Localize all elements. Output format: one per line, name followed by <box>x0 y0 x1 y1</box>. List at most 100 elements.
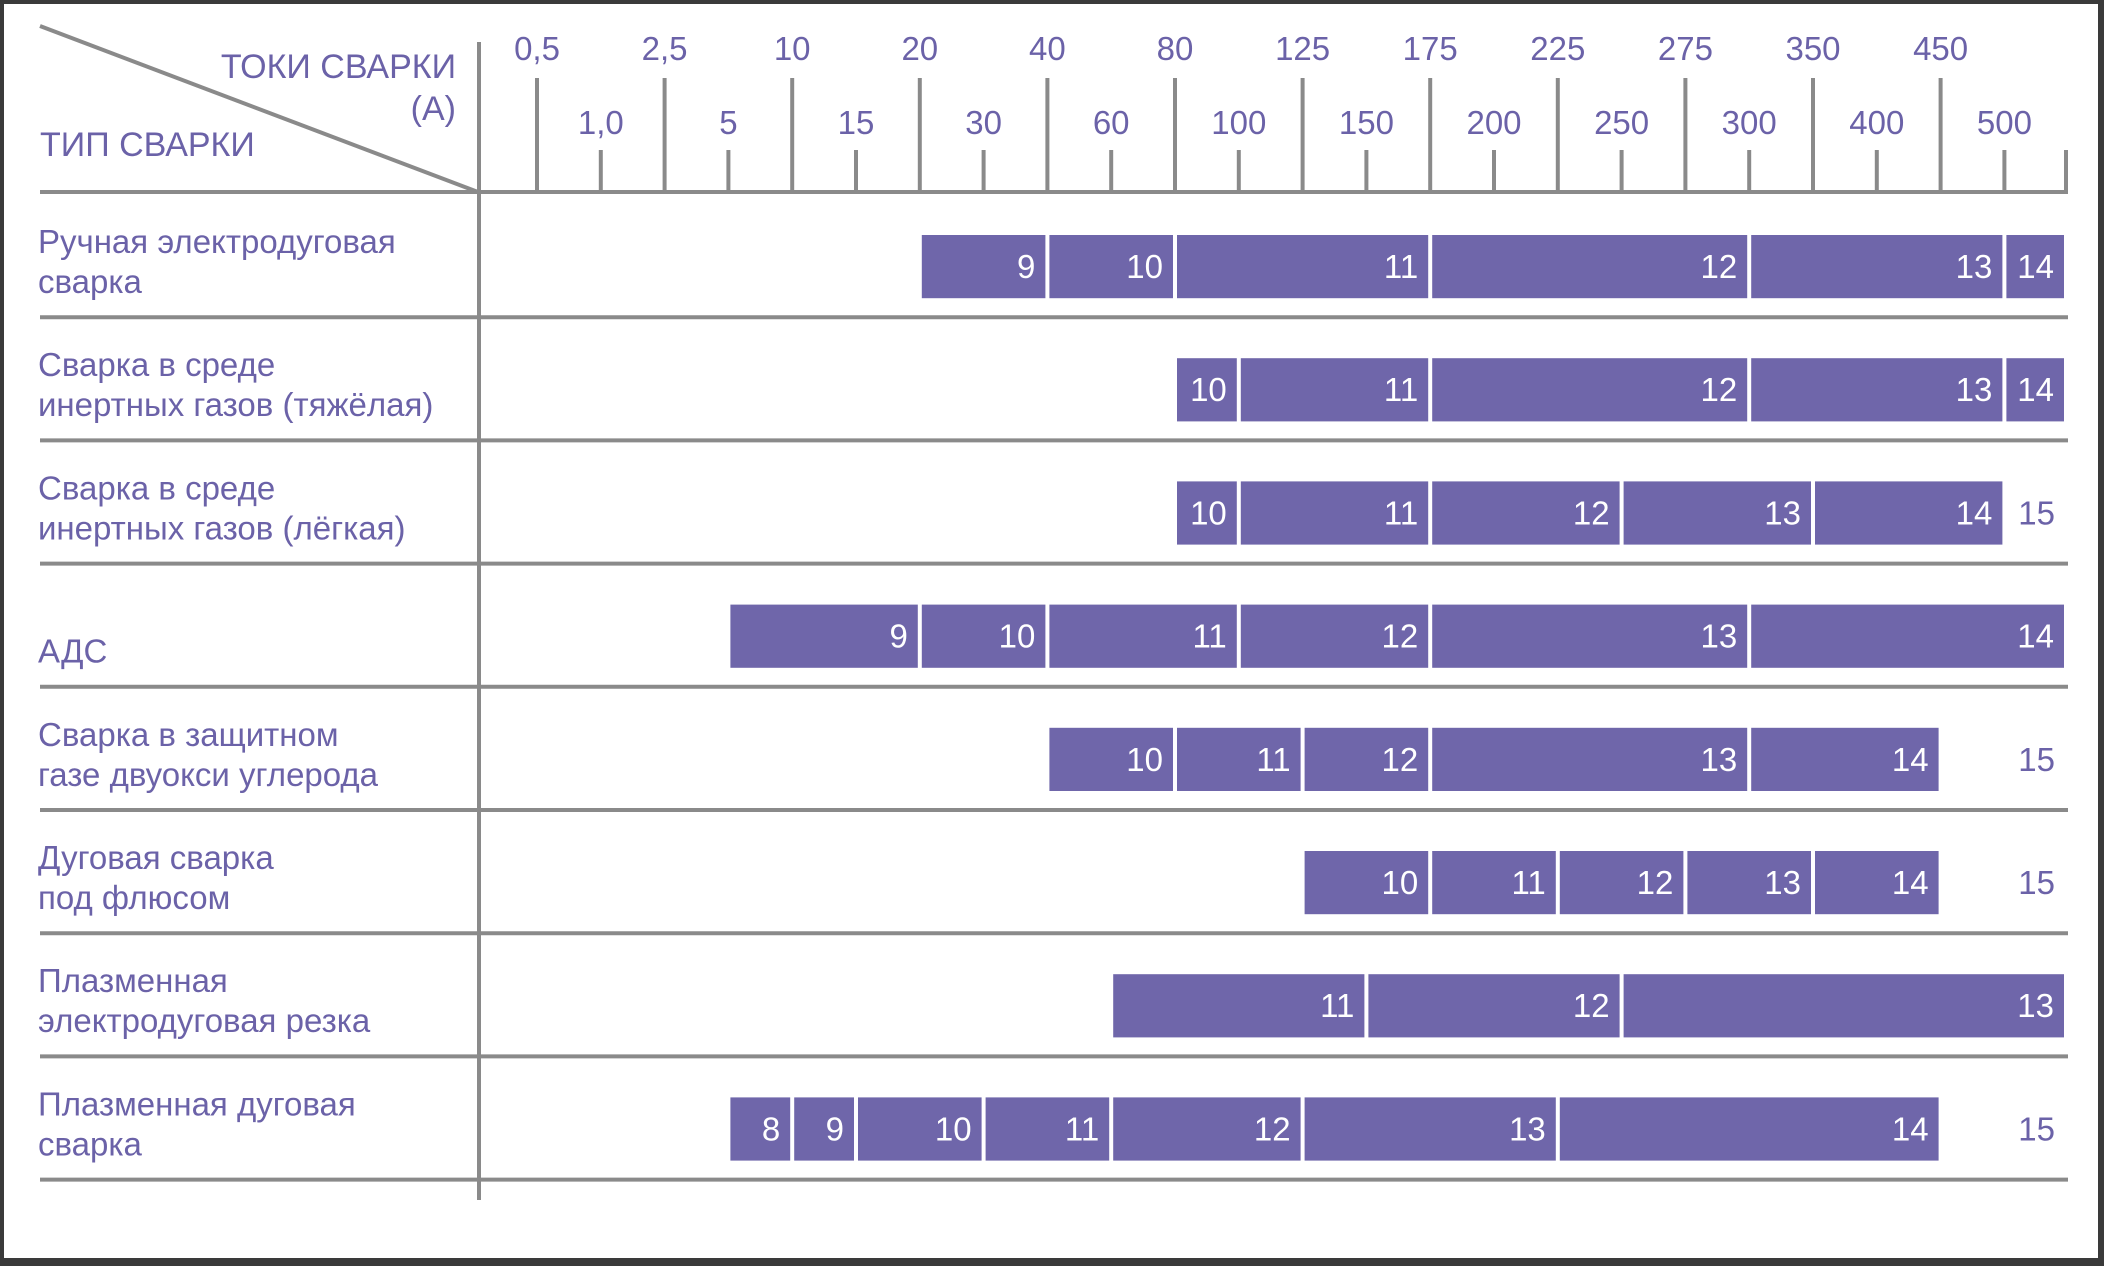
tick-label: 2,5 <box>642 30 688 67</box>
tick-label: 250 <box>1594 104 1649 141</box>
tick-label: 275 <box>1658 30 1713 67</box>
bar-segment <box>1751 235 2003 299</box>
segment-label: 13 <box>2017 987 2054 1024</box>
segment-label: 9 <box>889 618 907 655</box>
bar-segment <box>1432 604 1748 668</box>
row-label: АДС <box>38 633 107 670</box>
bar-segment <box>1432 727 1748 791</box>
bar-segment <box>1177 235 1429 299</box>
bar-segment <box>730 1097 791 1161</box>
segment-label: 14 <box>1892 1110 1929 1147</box>
segment-label: 10 <box>1190 494 1227 531</box>
bar-segment <box>1432 235 1748 299</box>
segment-label: 12 <box>1700 371 1737 408</box>
bar-segment <box>1240 481 1429 545</box>
row-label: газе двуокси углерода <box>38 756 379 793</box>
segment-label: 12 <box>1381 741 1418 778</box>
bar-segment <box>1304 727 1429 791</box>
tick-label: 200 <box>1466 104 1521 141</box>
segment-label: 11 <box>1384 248 1418 285</box>
row-label: сварка <box>38 263 143 300</box>
currents-label-line2: (А) <box>411 90 456 128</box>
tick-label: 175 <box>1403 30 1458 67</box>
tick-label: 60 <box>1093 104 1130 141</box>
bar-segment <box>1751 727 1939 791</box>
segment-label: 9 <box>1017 248 1035 285</box>
type-label: ТИП СВАРКИ <box>40 126 255 164</box>
segment-label: 11 <box>1065 1110 1099 1147</box>
tick-label: 1,0 <box>578 104 624 141</box>
bar-segment <box>2006 358 2064 422</box>
bar-segment <box>1559 1097 1939 1161</box>
segment-label: 11 <box>1320 987 1354 1024</box>
row-label: инертных газов (тяжёлая) <box>38 386 433 423</box>
bar-segment <box>1623 481 1811 545</box>
segment-label: 10 <box>1126 248 1163 285</box>
segment-label: 13 <box>1764 864 1801 901</box>
segment-label: 14 <box>1892 741 1929 778</box>
bar-segment <box>1113 1097 1301 1161</box>
segment-label: 12 <box>1700 248 1737 285</box>
segment-label: 12 <box>1573 494 1610 531</box>
segment-label: 13 <box>1700 618 1737 655</box>
bar-segment <box>1815 481 2003 545</box>
tick-label: 125 <box>1275 30 1330 67</box>
outside-value-label: 15 <box>2018 494 2055 531</box>
bar-segment <box>1049 604 1237 668</box>
bar-segment <box>1432 851 1556 915</box>
segment-label: 11 <box>1512 864 1546 901</box>
bar-segment <box>921 604 1046 668</box>
outside-value-label: 15 <box>2018 741 2055 778</box>
bar-segment <box>1815 851 1939 915</box>
bar-segment <box>794 1097 854 1161</box>
row-label: Плазменная <box>38 962 228 999</box>
bar-segment <box>2006 235 2064 299</box>
bar-segment <box>858 1097 982 1161</box>
row-label: Ручная электродуговая <box>38 223 396 260</box>
bar-segment <box>1113 974 1365 1038</box>
tick-label: 350 <box>1785 30 1840 67</box>
segment-label: 13 <box>1956 248 1993 285</box>
row-label: сварка <box>38 1125 143 1162</box>
row-label: электродуговая резка <box>38 1002 371 1039</box>
tick-label: 225 <box>1530 30 1585 67</box>
tick-label: 150 <box>1339 104 1394 141</box>
bar-segment <box>1304 1097 1556 1161</box>
segment-label: 10 <box>1381 864 1418 901</box>
bar-segment <box>1432 481 1620 545</box>
bar-segment <box>1559 851 1684 915</box>
segment-label: 14 <box>1956 494 1993 531</box>
bar-segment <box>1177 727 1301 791</box>
bar-segment <box>1304 851 1429 915</box>
row-label: Сварка в среде <box>38 346 275 383</box>
bar-segment <box>1623 974 2064 1038</box>
row: АДС 9 10 11 12 13 14 <box>38 604 2068 689</box>
tick-label: 80 <box>1157 30 1194 67</box>
bar-segment <box>1049 235 1173 299</box>
segment-label: 12 <box>1637 864 1674 901</box>
bar-segment <box>730 604 918 668</box>
tick-label: 5 <box>719 104 737 141</box>
tick-label: 20 <box>901 30 938 67</box>
tick-label: 500 <box>1977 104 2032 141</box>
segment-label: 12 <box>1573 987 1610 1024</box>
bar-segment <box>1177 358 1237 422</box>
segment-label: 10 <box>935 1110 972 1147</box>
header-diagonal <box>39 24 479 194</box>
outside-value-label: 15 <box>2018 864 2055 901</box>
tick-label: 15 <box>838 104 875 141</box>
bar-segment <box>1751 358 2003 422</box>
segment-label: 8 <box>762 1110 780 1147</box>
tick-label: 450 <box>1913 30 1968 67</box>
currents-label-line1: ТОКИ СВАРКИ <box>221 48 456 86</box>
segment-label: 11 <box>1384 371 1418 408</box>
bar-segment <box>1240 358 1429 422</box>
segment-label: 10 <box>1126 741 1163 778</box>
tick-label: 40 <box>1029 30 1066 67</box>
